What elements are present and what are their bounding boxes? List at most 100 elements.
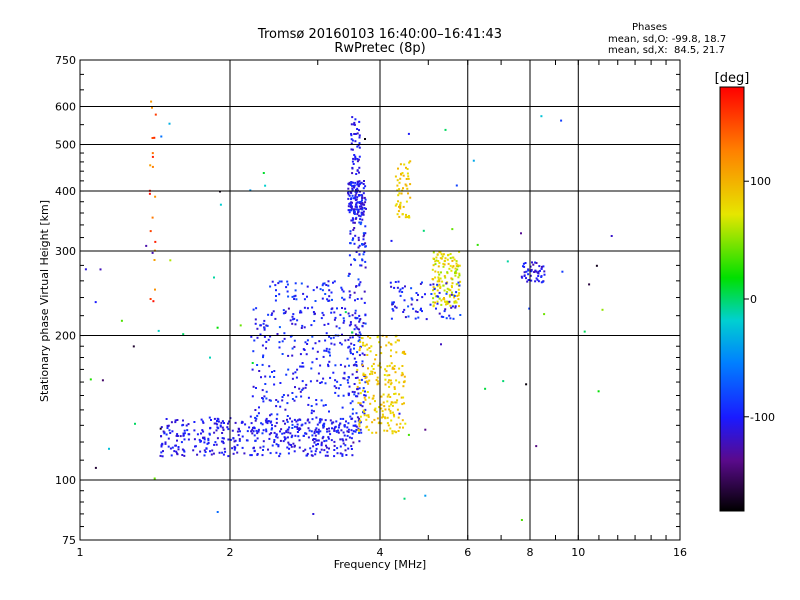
data-point [355,370,358,373]
data-point [215,429,218,432]
data-point [364,245,367,248]
data-point [436,302,439,305]
data-point [338,424,341,427]
data-point [447,302,450,305]
data-point [397,416,400,419]
data-point [358,336,361,339]
data-point [255,387,257,389]
data-point [398,393,401,396]
data-point [438,278,440,281]
data-point [343,377,346,380]
data-point [369,337,372,339]
data-point [440,299,443,302]
data-point [398,192,401,195]
data-point [348,209,351,212]
data-point [254,416,257,419]
data-point [236,451,239,454]
data-point [362,409,365,412]
data-point [356,183,359,186]
data-point [320,441,323,444]
data-point [349,202,352,205]
data-point [348,194,351,197]
data-point [252,350,255,353]
data-point [258,370,261,372]
data-point [347,346,350,349]
data-point [253,434,256,437]
data-point [357,158,360,161]
data-point [535,270,538,273]
data-point [352,221,355,224]
data-point [203,436,206,439]
data-point [351,187,354,190]
data-point [150,100,153,103]
data-point [312,410,315,413]
data-point [390,362,393,365]
data-point [355,412,358,415]
data-point [203,454,206,457]
data-point [352,228,355,231]
data-point [269,421,272,424]
data-point [458,292,461,295]
data-point [444,128,447,131]
data-point [330,311,333,314]
data-point [338,387,340,390]
data-point [371,365,373,368]
data-point [364,398,367,401]
data-point [436,283,439,286]
data-point [332,421,335,424]
data-point [271,312,274,315]
data-point [291,420,294,423]
data-point [356,395,359,398]
data-point [311,418,314,421]
data-point [313,430,316,433]
data-point [167,437,170,440]
data-point [394,335,397,338]
data-point [222,429,225,431]
data-point [213,422,216,425]
data-point [363,203,366,206]
data-point [355,395,357,398]
data-point [160,445,163,448]
data-point [406,187,409,190]
data-point [356,298,359,300]
data-point [354,299,356,302]
data-point [540,267,543,270]
data-point [356,187,359,190]
data-point [256,453,259,456]
data-point [350,138,353,141]
data-point [340,429,343,432]
data-point [364,266,367,269]
data-point [227,455,230,458]
data-point [359,207,362,210]
data-point [283,436,286,439]
data-point [165,433,168,436]
data-point [251,432,254,435]
data-point [253,427,256,430]
data-point [284,438,286,441]
data-point [309,380,312,383]
data-point [167,424,170,427]
data-point [409,183,412,186]
data-point [353,344,356,346]
data-point [339,422,342,425]
data-point [356,213,359,216]
data-point [356,368,359,371]
data-point [457,294,460,297]
data-point [431,268,434,271]
data-point [256,327,259,330]
data-point [151,155,154,158]
data-point [359,218,362,221]
data-point [254,322,257,325]
data-point [391,401,394,404]
data-point [274,425,277,428]
data-point [525,383,528,386]
y-tick-label: 75 [62,534,76,547]
data-point [353,185,355,188]
data-point [228,420,231,423]
data-point [343,298,346,301]
data-point [287,368,290,371]
data-point [99,268,102,271]
data-point [396,184,399,187]
data-point [175,450,178,453]
data-point [275,295,277,297]
